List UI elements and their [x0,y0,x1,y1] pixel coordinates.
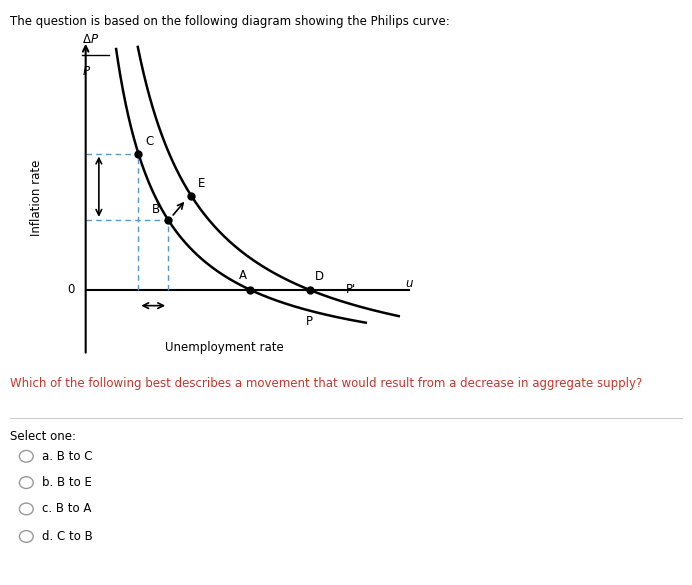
Text: $P$: $P$ [82,64,91,78]
Text: C: C [145,135,153,149]
Text: 0: 0 [67,283,75,297]
Text: Inflation rate: Inflation rate [30,160,43,236]
Text: d. C to B: d. C to B [42,530,92,543]
Text: $\Delta P$: $\Delta P$ [82,33,100,46]
Text: A: A [239,269,247,282]
Text: Unemployment rate: Unemployment rate [165,341,284,354]
Text: The question is based on the following diagram showing the Philips curve:: The question is based on the following d… [10,15,450,27]
Text: P': P' [346,283,356,297]
Text: c. B to A: c. B to A [42,503,91,515]
Text: a. B to C: a. B to C [42,450,92,463]
Text: b. B to E: b. B to E [42,476,91,489]
Text: D: D [315,270,324,283]
Text: Which of the following best describes a movement that would result from a decrea: Which of the following best describes a … [10,377,643,390]
Text: u: u [406,277,413,290]
Text: B: B [152,203,160,216]
Text: P: P [307,315,313,328]
Text: Select one:: Select one: [10,430,76,443]
Text: E: E [198,177,205,190]
